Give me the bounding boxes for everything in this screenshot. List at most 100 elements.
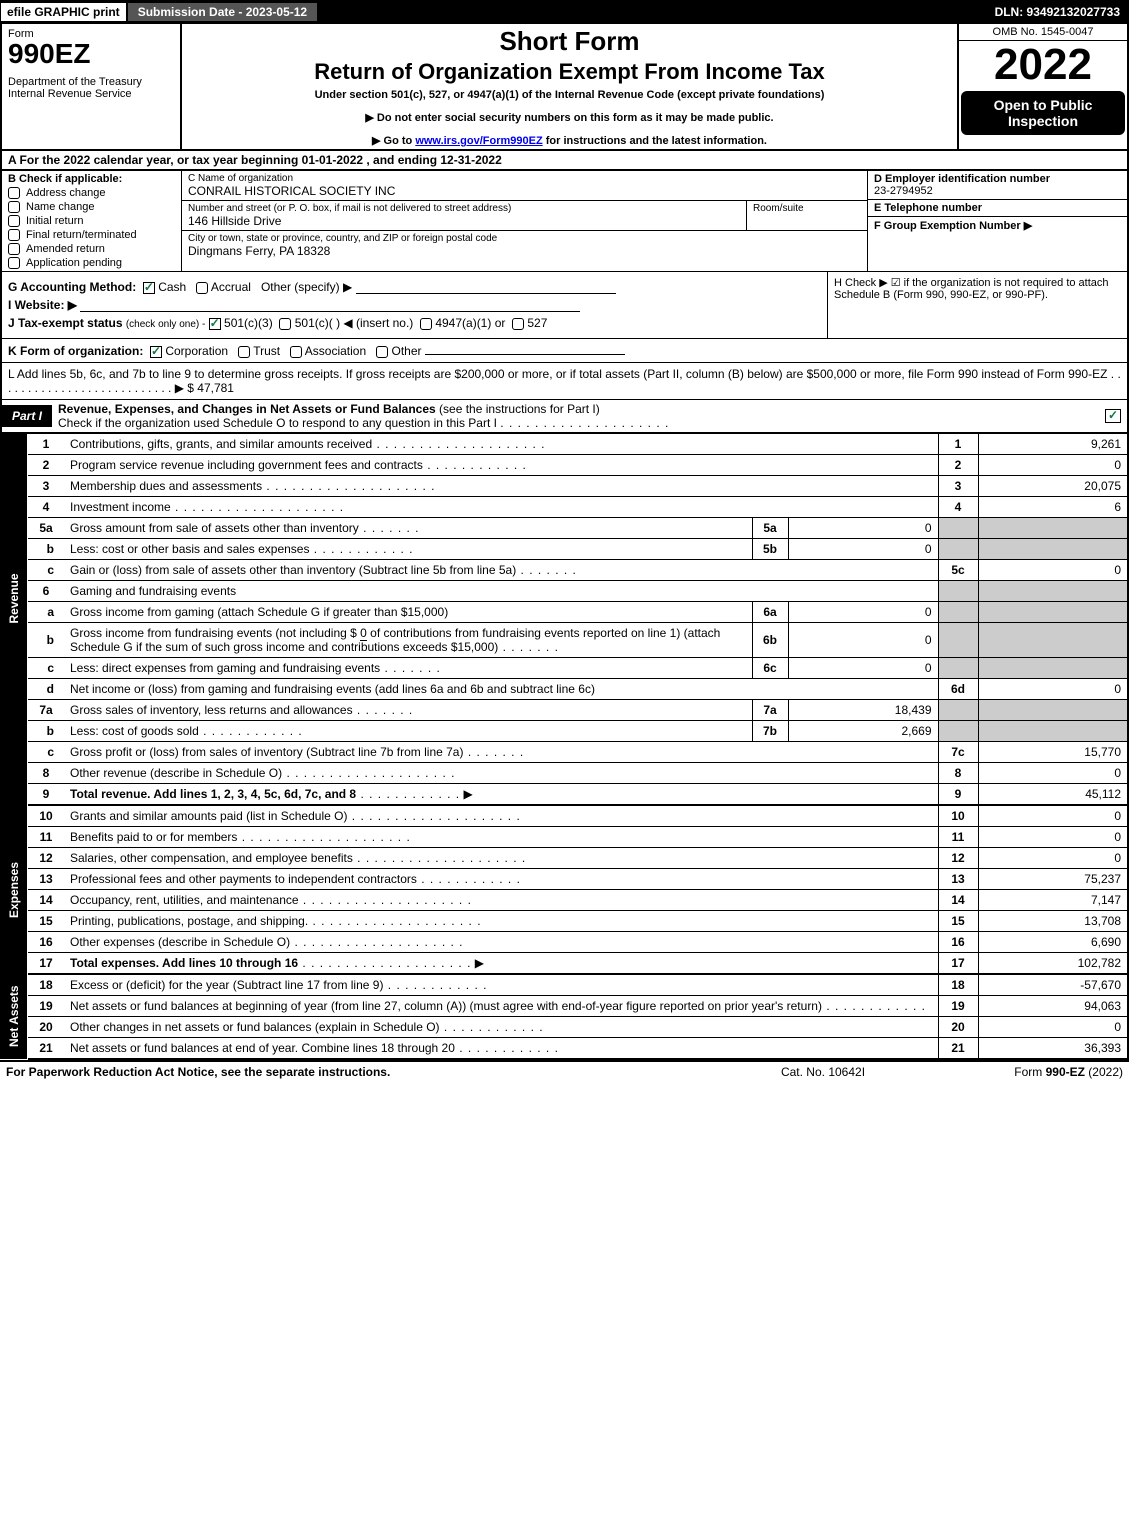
j-4947-checkbox[interactable] xyxy=(420,318,432,330)
header-right: OMB No. 1545-0047 2022 Open to Public In… xyxy=(957,24,1127,149)
line-6d-val: 0 xyxy=(978,679,1128,700)
b-name-change[interactable]: Name change xyxy=(8,201,175,213)
section-b-through-f: B Check if applicable: Address change Na… xyxy=(0,171,1129,272)
line-6a-mid: 0 xyxy=(788,602,938,623)
c-org-name: CONRAIL HISTORICAL SOCIETY INC xyxy=(188,184,861,198)
line-3-desc: Membership dues and assessments xyxy=(70,479,262,493)
b-initial-return[interactable]: Initial return xyxy=(8,215,175,227)
submission-date: Submission Date - 2023-05-12 xyxy=(126,3,319,21)
line-6c-mid: 0 xyxy=(788,658,938,679)
revenue-sidebar: Revenue xyxy=(1,434,28,763)
line-13-val: 75,237 xyxy=(978,869,1128,890)
line-6b-mid: 0 xyxy=(788,623,938,658)
line-3-val: 20,075 xyxy=(978,476,1128,497)
k-corp-checkbox[interactable] xyxy=(150,346,162,358)
line-6c-desc: Less: direct expenses from gaming and fu… xyxy=(70,661,380,675)
b-address-change[interactable]: Address change xyxy=(8,187,175,199)
g-cash-checkbox[interactable] xyxy=(143,282,155,294)
j-tax-status: J Tax-exempt status (check only one) - 5… xyxy=(8,316,821,330)
i-website: I Website: ▶ xyxy=(8,298,821,312)
section-l: L Add lines 5b, 6c, and 7b to line 9 to … xyxy=(0,363,1129,400)
tax-year: 2022 xyxy=(959,41,1127,89)
goto-pre: ▶ Go to xyxy=(372,135,415,147)
line-8-val: 0 xyxy=(978,763,1128,784)
j-527-checkbox[interactable] xyxy=(512,318,524,330)
h-check: H Check ▶ ☑ if the organization is not r… xyxy=(827,272,1127,338)
col-c: C Name of organization CONRAIL HISTORICA… xyxy=(182,171,867,271)
line-10-val: 0 xyxy=(978,805,1128,827)
b-amended-return[interactable]: Amended return xyxy=(8,243,175,255)
line-6a-desc: Gross income from gaming (attach Schedul… xyxy=(70,605,448,619)
line-15-val: 13,708 xyxy=(978,911,1128,932)
line-5a-desc: Gross amount from sale of assets other t… xyxy=(70,521,359,535)
line-5b-mid: 0 xyxy=(788,539,938,560)
form-number: 990EZ xyxy=(8,38,174,70)
col-def: D Employer identification number 23-2794… xyxy=(867,171,1127,271)
omb-number: OMB No. 1545-0047 xyxy=(959,24,1127,41)
line-19-val: 94,063 xyxy=(978,996,1128,1017)
c-name-label: C Name of organization xyxy=(188,173,861,184)
section-k: K Form of organization: Corporation Trus… xyxy=(0,339,1129,363)
b-final-return[interactable]: Final return/terminated xyxy=(8,229,175,241)
line-18-val: -57,670 xyxy=(978,974,1128,996)
j-501c-checkbox[interactable] xyxy=(279,318,291,330)
l-gross-receipts: 47,781 xyxy=(197,381,234,395)
efile-label: efile GRAPHIC print xyxy=(1,3,126,21)
c-city-label: City or town, state or province, country… xyxy=(188,233,861,244)
part-i-sub: (see the instructions for Part I) xyxy=(439,402,600,416)
k-assoc-checkbox[interactable] xyxy=(290,346,302,358)
line-14-val: 7,147 xyxy=(978,890,1128,911)
line-21-desc: Net assets or fund balances at end of ye… xyxy=(70,1041,455,1055)
ssn-note: ▶ Do not enter social security numbers o… xyxy=(188,111,951,124)
line-13-desc: Professional fees and other payments to … xyxy=(70,872,417,886)
footer-left: For Paperwork Reduction Act Notice, see … xyxy=(6,1065,723,1079)
line-6-desc: Gaming and fundraising events xyxy=(64,581,938,602)
line-6b-amt: 0 xyxy=(360,626,367,641)
line-8-desc: Other revenue (describe in Schedule O) xyxy=(70,766,282,780)
f-label: F Group Exemption Number ▶ xyxy=(874,219,1121,232)
page-footer: For Paperwork Reduction Act Notice, see … xyxy=(0,1060,1129,1082)
goto-note: ▶ Go to www.irs.gov/Form990EZ for instru… xyxy=(188,134,951,147)
line-12-val: 0 xyxy=(978,848,1128,869)
line-18-desc: Excess or (deficit) for the year (Subtra… xyxy=(70,978,383,992)
line-12-desc: Salaries, other compensation, and employ… xyxy=(70,851,353,865)
section-ghi: G Accounting Method: Cash Accrual Other … xyxy=(0,272,1129,339)
part-i-tag: Part I xyxy=(2,405,52,427)
line-5b-desc: Less: cost or other basis and sales expe… xyxy=(70,542,309,556)
line-9-val: 45,112 xyxy=(978,784,1128,806)
irs-link[interactable]: www.irs.gov/Form990EZ xyxy=(415,135,542,147)
short-form-title: Short Form xyxy=(188,26,951,57)
k-trust-checkbox[interactable] xyxy=(238,346,250,358)
dln-label: DLN: 93492132027733 xyxy=(987,3,1128,21)
revenue-table: Revenue 1 Contributions, gifts, grants, … xyxy=(0,434,1129,1060)
open-to-public: Open to Public Inspection xyxy=(961,91,1125,135)
goto-post: for instructions and the latest informat… xyxy=(543,135,767,147)
line-4-val: 6 xyxy=(978,497,1128,518)
c-room-label: Room/suite xyxy=(747,201,867,230)
footer-catno: Cat. No. 10642I xyxy=(723,1065,923,1079)
form-header: Form 990EZ Department of the Treasury In… xyxy=(0,24,1129,151)
line-5a-mid: 0 xyxy=(788,518,938,539)
line-7a-mid: 18,439 xyxy=(788,700,938,721)
line-10-desc: Grants and similar amounts paid (list in… xyxy=(70,809,347,823)
line-17-desc: Total expenses. Add lines 10 through 16 xyxy=(70,956,298,970)
line-1-val: 9,261 xyxy=(978,434,1128,455)
line-21-val: 36,393 xyxy=(978,1038,1128,1060)
d-label: D Employer identification number xyxy=(874,173,1121,185)
b-application-pending[interactable]: Application pending xyxy=(8,257,175,269)
c-address: 146 Hillside Drive xyxy=(188,214,740,228)
part-i-schedule-o-checkbox[interactable] xyxy=(1105,409,1121,423)
line-11-val: 0 xyxy=(978,827,1128,848)
j-501c3-checkbox[interactable] xyxy=(209,318,221,330)
line-5c-val: 0 xyxy=(978,560,1128,581)
g-accrual-checkbox[interactable] xyxy=(196,282,208,294)
c-addr-label: Number and street (or P. O. box, if mail… xyxy=(188,203,740,214)
line-2-desc: Program service revenue including govern… xyxy=(70,458,423,472)
line-7c-desc: Gross profit or (loss) from sales of inv… xyxy=(70,745,463,759)
part-i-check-line: Check if the organization used Schedule … xyxy=(58,416,497,430)
row-a-taxyear: A For the 2022 calendar year, or tax yea… xyxy=(0,151,1129,171)
k-other-checkbox[interactable] xyxy=(376,346,388,358)
netassets-sidebar: Net Assets xyxy=(1,974,28,1059)
e-label: E Telephone number xyxy=(874,202,1121,214)
g-accounting: G Accounting Method: Cash Accrual Other … xyxy=(8,280,821,294)
